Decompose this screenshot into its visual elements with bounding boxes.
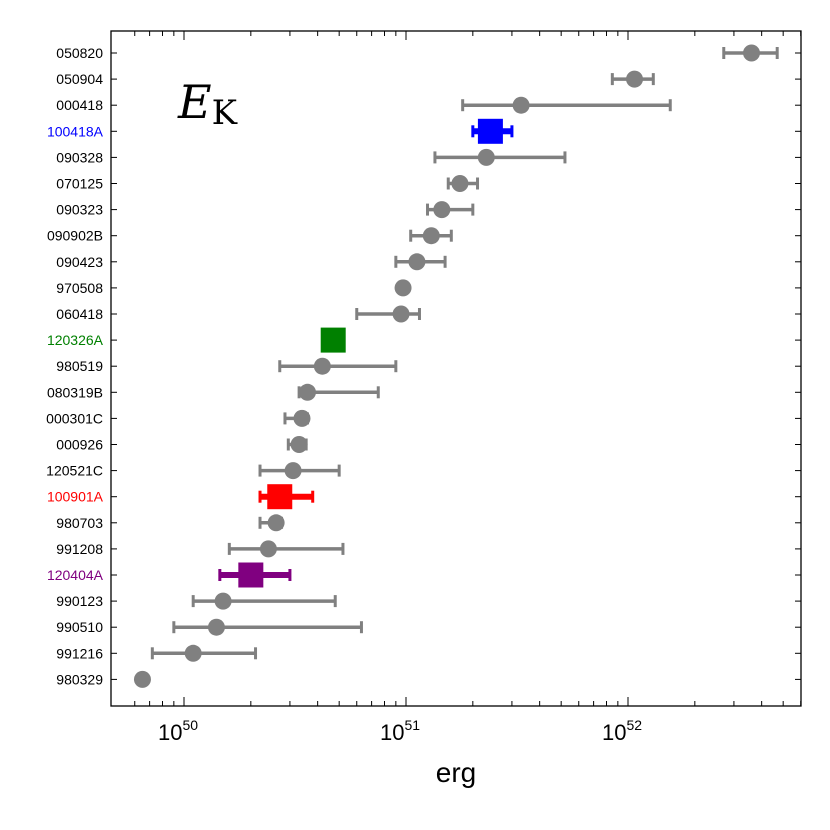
y-tick-label: 980329 [56, 671, 103, 687]
y-tick-label: 080319B [47, 384, 103, 400]
data-point [433, 201, 451, 219]
data-point [626, 70, 644, 88]
data-point [477, 148, 495, 166]
plot-frame [110, 30, 802, 707]
minor-ticks [134, 31, 802, 706]
data-point [394, 279, 412, 297]
y-tick-label: 090902B [47, 228, 103, 244]
y-tick-label: 090323 [56, 202, 103, 218]
y-tick-label: 000926 [56, 437, 103, 453]
x-tick-exponent: 50 [182, 717, 198, 733]
data-point [267, 514, 285, 532]
y-tick-label: 991216 [56, 645, 103, 661]
x-tick-base: 10 [602, 720, 626, 745]
data-point [422, 227, 440, 245]
y-tick-label: 990510 [56, 619, 103, 635]
y-tick-label: 060418 [56, 306, 103, 322]
x-tick-label: 1051 [380, 717, 420, 745]
data-point [184, 644, 202, 662]
y-tick-label: 050820 [56, 45, 103, 61]
y-tick-label: 100901A [47, 489, 104, 505]
y-tick-label: 000418 [56, 97, 103, 113]
data-point [133, 670, 151, 688]
data-point [290, 436, 308, 453]
x-tick-label: 1052 [602, 717, 642, 745]
data-point [214, 592, 232, 610]
y-tick-label: 120521C [46, 463, 103, 479]
data-point [293, 409, 311, 427]
y-tick-label: 050904 [56, 71, 103, 87]
y-tick-label: 120326A [47, 332, 104, 348]
y-tick-label: 120404A [47, 567, 104, 583]
x-tick-exponent: 51 [404, 717, 420, 733]
y-tick-label: 990123 [56, 593, 103, 609]
y-tick-label: 000301C [46, 410, 103, 426]
y-tick-label: 991208 [56, 541, 103, 557]
annotation-main: E [177, 75, 212, 129]
data-point-square [320, 327, 346, 353]
y-tick-label: 980519 [56, 358, 103, 374]
data-point-square [477, 118, 503, 144]
y-tick-label: 100418A [47, 123, 104, 139]
data-point [313, 357, 331, 375]
major-ticks [111, 31, 801, 706]
y-tick-label: 090328 [56, 149, 103, 165]
x-tick-exponent: 52 [626, 717, 642, 733]
data-point [408, 253, 426, 271]
data-point-square [267, 484, 293, 510]
annotation-ek: EK [177, 75, 238, 133]
y-tick-labels: 050820 050904 000418 100418A 090328 070125 090… [46, 45, 103, 687]
x-tick-label: 1050 [158, 717, 198, 745]
y-tick-label: 070125 [56, 176, 103, 192]
data-point [207, 618, 225, 636]
data-point [451, 175, 469, 192]
data-point [392, 305, 410, 323]
data-point [298, 383, 316, 401]
y-tick-label: 970508 [56, 280, 103, 296]
x-tick-base: 10 [380, 720, 404, 745]
y-tick-label: 980703 [56, 515, 103, 531]
data-point [512, 96, 530, 114]
data-point [742, 44, 760, 62]
annotation-subscript: K [212, 93, 238, 133]
data-point-square [238, 562, 264, 588]
x-tick-base: 10 [158, 720, 182, 745]
data-point [284, 462, 302, 480]
markers [133, 44, 760, 688]
data-point [259, 540, 277, 558]
y-tick-label: 090423 [56, 254, 103, 270]
x-tick-labels: 1050 1051 1052 [158, 717, 642, 745]
x-axis-label: erg [436, 757, 476, 788]
